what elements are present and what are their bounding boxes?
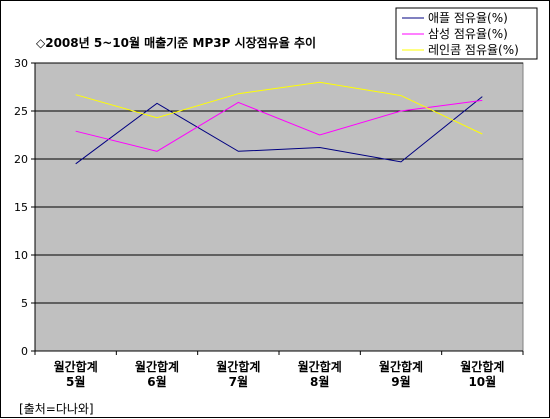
x-tick-label: 월간합계 (298, 359, 342, 374)
x-tick-label: 월간합계 (216, 359, 260, 374)
legend: 애플 점유율(%) 삼성 점유율(%) 레인콤 점유율(%) (395, 7, 538, 60)
legend-label: 레인콤 점유율(%) (428, 43, 519, 57)
x-tick-label: 월간합계 (379, 359, 423, 374)
x-tick-label: 월간합계 (135, 359, 179, 374)
series-line-2 (75, 81, 483, 135)
x-tick-label: 5월 (66, 374, 85, 389)
x-tick-label: 월간합계 (460, 359, 504, 374)
x-tick-label: 8월 (310, 374, 329, 389)
x-tick-label: 7월 (229, 374, 248, 389)
y-tick-label: 25 (14, 105, 28, 118)
y-tick-label: 0 (21, 345, 28, 358)
x-tick-label: 9월 (391, 374, 410, 389)
x-tick-label: 6월 (147, 374, 166, 389)
y-tick-label: 10 (14, 249, 28, 262)
y-tick-label: 5 (21, 297, 28, 310)
series-line-1 (75, 99, 483, 152)
x-tick-label: 월간합계 (54, 359, 98, 374)
gridlines (35, 62, 523, 304)
legend-label: 애플 점유율(%) (428, 11, 508, 25)
y-tick-label: 20 (14, 153, 28, 166)
series-lines (75, 81, 483, 165)
x-tick-label: 10월 (468, 374, 496, 389)
source-note: [출처=다나와] (19, 402, 94, 416)
y-tick-label: 15 (14, 201, 28, 214)
y-tick-label: 30 (14, 57, 28, 70)
legend-label: 삼성 점유율(%) (428, 27, 508, 41)
chart-title: ◇2008년 5~10월 매출기준 MP3P 시장점유율 추이 (36, 35, 316, 50)
